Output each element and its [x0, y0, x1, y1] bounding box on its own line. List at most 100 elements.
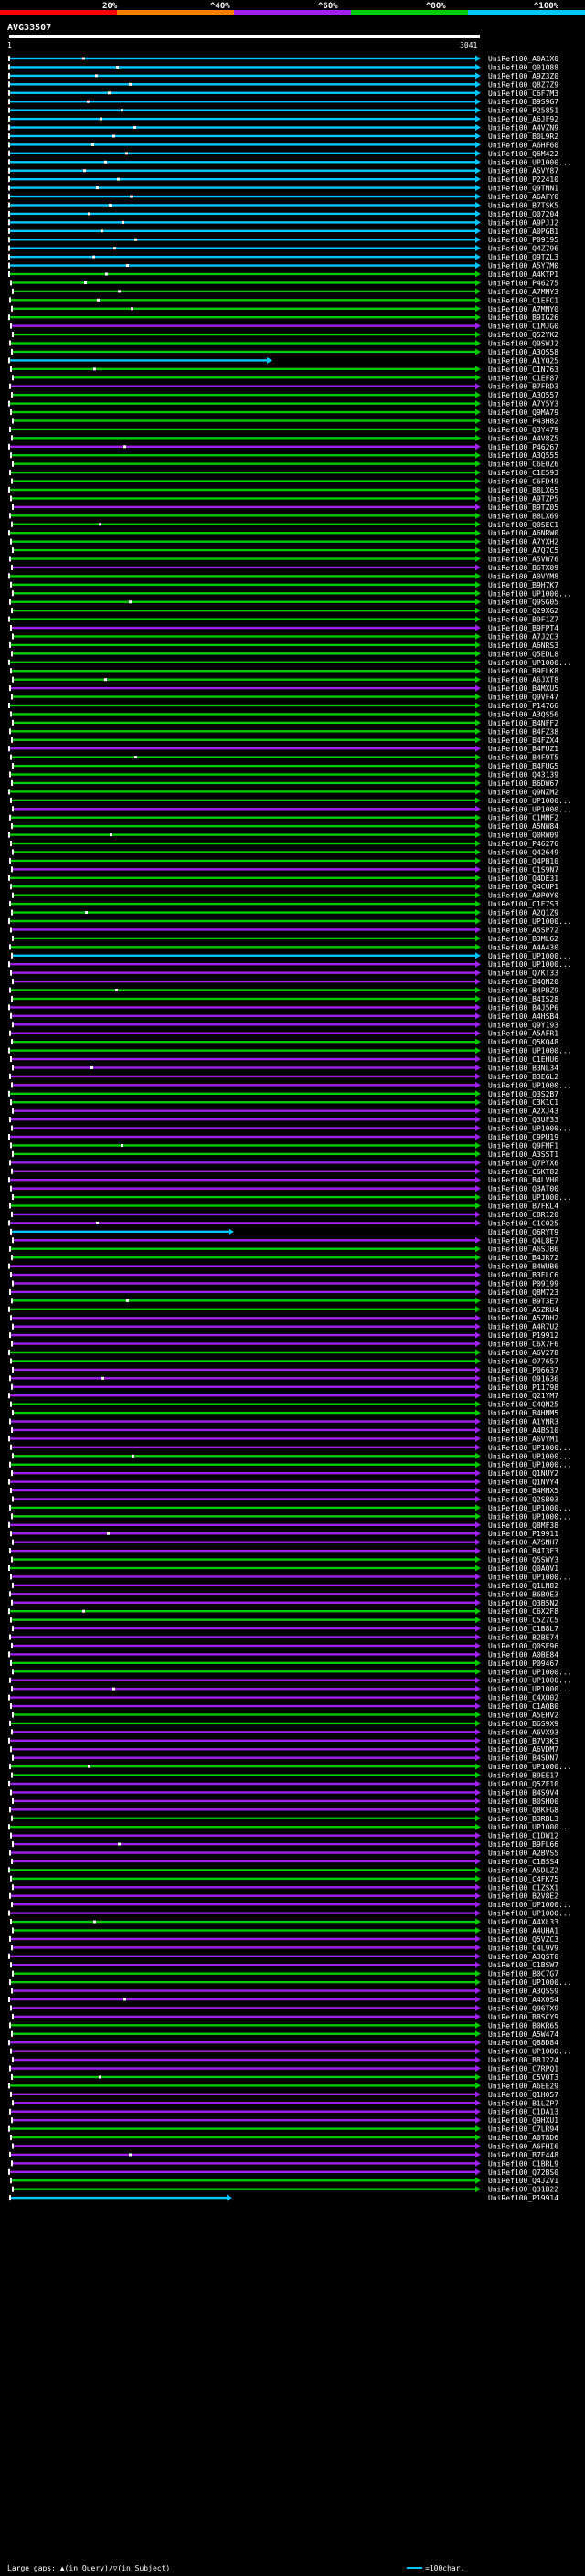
hit-label[interactable]: UniRef100_A0A1X0 [488, 55, 558, 63]
hit-label[interactable]: UniRef100_A0BE84 [488, 1650, 558, 1659]
hit-label[interactable]: UniRef100_C1C025 [488, 1219, 558, 1227]
hit-label[interactable]: UniRef100_Q9SG05 [488, 599, 558, 607]
hit-label[interactable]: UniRef100_Q0SEC1 [488, 521, 558, 529]
hit-label[interactable]: UniRef100_A3Q555 [488, 451, 558, 460]
hit-label[interactable]: UniRef100_B6TX09 [488, 564, 558, 572]
hit-label[interactable]: UniRef100_A6VX93 [488, 1728, 558, 1736]
hit-label[interactable]: UniRef100_A4UHA1 [488, 1926, 558, 1935]
hit-label[interactable]: UniRef100_UP1000... [488, 797, 572, 805]
hit-label[interactable]: UniRef100_A6FHI6 [488, 2142, 558, 2150]
hit-label[interactable]: UniRef100_B6S9X9 [488, 1720, 558, 1728]
hit-label[interactable]: UniRef100_A5ZDH2 [488, 1314, 558, 1322]
hit-label[interactable]: UniRef100_A6NRS3 [488, 641, 558, 650]
hit-label[interactable]: UniRef100_B4SDN7 [488, 1754, 558, 1763]
hit-label[interactable]: UniRef100_A5VW76 [488, 556, 558, 564]
hit-label[interactable]: UniRef100_A0T8D6 [488, 2134, 558, 2142]
hit-label[interactable]: UniRef100_C1B8L7 [488, 1625, 558, 1633]
hit-label[interactable]: UniRef100_B9TZ05 [488, 504, 558, 512]
hit-label[interactable]: UniRef100_C9PU19 [488, 1133, 558, 1141]
hit-label[interactable]: UniRef100_B4I3F3 [488, 1547, 558, 1555]
hit-label[interactable]: UniRef100_C4XQ02 [488, 1694, 558, 1702]
hit-label[interactable]: UniRef100_C1EF87 [488, 374, 558, 382]
hit-label[interactable]: UniRef100_Q88D84 [488, 2039, 558, 2047]
hit-label[interactable]: UniRef100_B4FUZ1 [488, 745, 558, 753]
hit-label[interactable]: UniRef100_A1YQ25 [488, 356, 558, 365]
hit-label[interactable]: UniRef100_Q7KT33 [488, 970, 558, 978]
hit-label[interactable]: UniRef100_C1E593 [488, 469, 558, 477]
hit-label[interactable]: UniRef100_A2Q1Z9 [488, 909, 558, 917]
hit-label[interactable]: UniRef100_Q9VF47 [488, 694, 558, 702]
hit-label[interactable]: UniRef100_C7LR94 [488, 2125, 558, 2134]
hit-label[interactable]: UniRef100_B3EGL2 [488, 1073, 558, 1081]
hit-label[interactable]: UniRef100_A9Z3Z0 [488, 72, 558, 80]
hit-label[interactable]: UniRef100_Q31B22 [488, 2186, 558, 2194]
hit-label[interactable]: UniRef100_B9S9G7 [488, 98, 558, 106]
hit-label[interactable]: UniRef100_Q5SWY3 [488, 1556, 558, 1564]
hit-label[interactable]: UniRef100_A7Q7C5 [488, 546, 558, 555]
hit-label[interactable]: UniRef100_Q72BS0 [488, 2168, 558, 2177]
hit-label[interactable]: UniRef100_UP1000... [488, 952, 572, 960]
hit-label[interactable]: UniRef100_A0PGB1 [488, 228, 558, 236]
hit-label[interactable]: UniRef100_B7FKL4 [488, 1203, 558, 1211]
hit-label[interactable]: UniRef100_UP1000... [488, 1193, 572, 1202]
hit-label[interactable]: UniRef100_A5Y7M0 [488, 262, 558, 270]
hit-label[interactable]: UniRef100_P46276 [488, 840, 558, 848]
hit-label[interactable]: UniRef100_B2V8E2 [488, 1892, 558, 1901]
hit-label[interactable]: UniRef100_Q4Z796 [488, 245, 558, 253]
hit-label[interactable]: UniRef100_C1EHU6 [488, 1055, 558, 1064]
hit-label[interactable]: UniRef100_C6E0Z6 [488, 461, 558, 469]
hit-label[interactable]: UniRef100_C6KT82 [488, 1168, 558, 1176]
hit-label[interactable]: UniRef100_Q3AT00 [488, 1185, 558, 1193]
hit-label[interactable]: UniRef100_UP1000... [488, 1461, 572, 1469]
hit-label[interactable]: UniRef100_A4V8Z5 [488, 434, 558, 442]
hit-label[interactable]: UniRef100_A5NW84 [488, 822, 558, 831]
hit-label[interactable]: UniRef100_A5AFR1 [488, 1030, 558, 1038]
hit-label[interactable]: UniRef100_A6JXT8 [488, 676, 558, 684]
hit-label[interactable]: UniRef100_B7FRD3 [488, 383, 558, 391]
hit-label[interactable]: UniRef100_B4LVH0 [488, 1176, 558, 1184]
hit-label[interactable]: UniRef100_A2XJ43 [488, 1108, 558, 1116]
hit-label[interactable]: UniRef100_A0P0Y0 [488, 892, 558, 900]
hit-label[interactable]: UniRef100_C8R120 [488, 1211, 558, 1219]
hit-label[interactable]: UniRef100_B2BE74 [488, 1634, 558, 1642]
hit-label[interactable]: UniRef100_C1BRL9 [488, 2159, 558, 2168]
hit-label[interactable]: UniRef100_Q9HXU1 [488, 2116, 558, 2125]
hit-label[interactable]: UniRef100_A6HF60 [488, 141, 558, 149]
hit-label[interactable]: UniRef100_P46267 [488, 443, 558, 451]
hit-label[interactable]: UniRef100_A5SP72 [488, 926, 558, 934]
hit-label[interactable]: UniRef100_A6VDM7 [488, 1745, 558, 1754]
hit-label[interactable]: UniRef100_B9EE17 [488, 1772, 558, 1780]
hit-label[interactable]: UniRef100_Q4L8E7 [488, 1236, 558, 1245]
hit-label[interactable]: UniRef100_C1DW12 [488, 1832, 558, 1840]
hit-label[interactable]: UniRef100_Q9FMF1 [488, 1141, 558, 1150]
hit-label[interactable]: UniRef100_P19914 [488, 2194, 558, 2202]
hit-label[interactable]: UniRef100_Q9TNN1 [488, 185, 558, 193]
hit-label[interactable]: UniRef100_UP1000... [488, 1573, 572, 1581]
hit-label[interactable]: UniRef100_B8LX69 [488, 512, 558, 520]
hit-label[interactable]: UniRef100_Q2SB03 [488, 1495, 558, 1503]
hit-label[interactable]: UniRef100_B7F448 [488, 2151, 558, 2159]
hit-label[interactable]: UniRef100_Q0SE96 [488, 1642, 558, 1650]
hit-label[interactable]: UniRef100_Q3B5N2 [488, 1599, 558, 1607]
hit-label[interactable]: UniRef100_B4IS28 [488, 995, 558, 1003]
hit-label[interactable]: UniRef100_UP1000... [488, 1910, 572, 1918]
hit-label[interactable]: UniRef100_C1DA13 [488, 2108, 558, 2116]
hit-label[interactable]: UniRef100_B4MXU5 [488, 684, 558, 693]
hit-label[interactable]: UniRef100_Q5KQ48 [488, 1038, 558, 1046]
hit-label[interactable]: UniRef100_Q43139 [488, 771, 558, 779]
hit-label[interactable]: UniRef100_B9F1Z7 [488, 616, 558, 624]
hit-label[interactable]: UniRef100_P19911 [488, 1530, 558, 1538]
hit-label[interactable]: UniRef100_Q8KFG8 [488, 1806, 558, 1814]
hit-label[interactable]: UniRef100_C6X7F6 [488, 1341, 558, 1349]
hit-label[interactable]: UniRef100_A6VYM1 [488, 1435, 558, 1443]
hit-label[interactable]: UniRef100_Q9NZM2 [488, 788, 558, 796]
hit-label[interactable]: UniRef100_O91636 [488, 1374, 558, 1383]
hit-label[interactable]: UniRef100_Q01Q88 [488, 63, 558, 71]
hit-label[interactable]: UniRef100_A3Q557 [488, 391, 558, 399]
hit-label[interactable]: UniRef100_Q21YM7 [488, 1392, 558, 1400]
hit-label[interactable]: UniRef100_Q52YK2 [488, 331, 558, 339]
hit-label[interactable]: UniRef100_C1MNF2 [488, 814, 558, 822]
hit-label[interactable]: UniRef100_Q5EDL8 [488, 650, 558, 658]
hit-label[interactable]: UniRef100_Q4CUP1 [488, 883, 558, 891]
hit-label[interactable]: UniRef100_A9PJJ2 [488, 218, 558, 227]
